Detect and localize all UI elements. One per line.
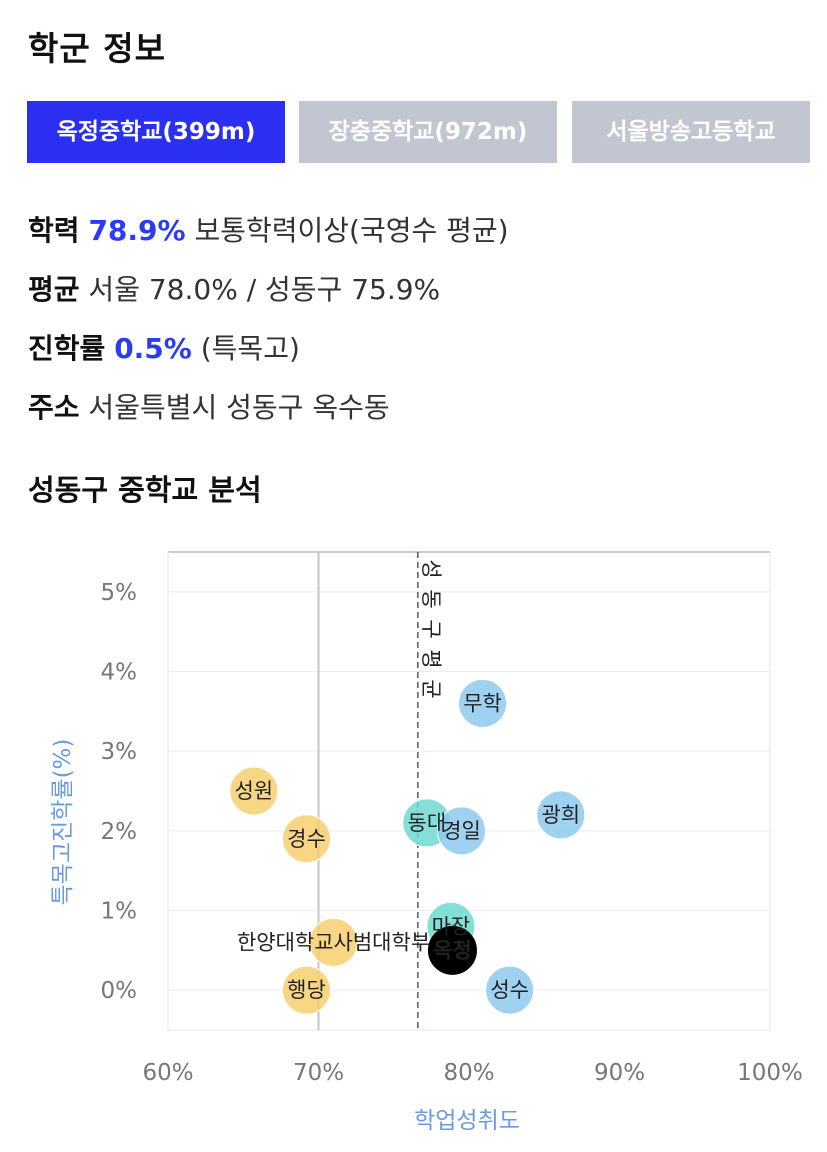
point-label: 광희: [541, 803, 580, 827]
district-average-label: 동: [419, 589, 443, 608]
point-label: 경일: [442, 819, 481, 843]
tab-okjeong-middle[interactable]: 옥정중학교(399m): [27, 101, 285, 163]
tab-jangchung-middle[interactable]: 장충중학교(972m): [299, 101, 557, 163]
x-tick-label: 80%: [443, 1060, 494, 1086]
info-address: 주소 서울특별시 성동구 옥수동: [28, 386, 390, 426]
point-bubble: [485, 965, 535, 1015]
point-bubble: [458, 678, 508, 728]
point-label: 동대: [408, 811, 447, 835]
y-axis-title: 특목고진학률(%): [50, 739, 76, 906]
point-label: 옥정: [433, 938, 472, 962]
x-tick-label: 100%: [737, 1060, 803, 1086]
academic-desc: 보통학력이상(국영수 평균): [185, 214, 509, 247]
point-bubble: [281, 814, 331, 864]
info-academic: 학력 78.9% 보통학력이상(국영수 평균): [28, 209, 509, 249]
district-average-label: 구: [419, 619, 443, 638]
info-average: 평균 서울 78.0% / 성동구 75.9%: [28, 268, 440, 308]
point-label: 성원: [234, 779, 273, 803]
point-bubble: [436, 806, 486, 856]
point-label: 마장: [432, 914, 471, 938]
axis-ticks: 0% 1% 2% 3% 4% 5% 60% 70% 80% 90% 100%: [101, 580, 803, 1086]
point-label: 행당: [287, 978, 326, 1002]
point-bubble: [309, 917, 359, 967]
point-label: 무학: [463, 691, 502, 715]
academic-label: 학력: [28, 214, 80, 247]
x-axis-title: 학업성취도: [414, 1108, 520, 1134]
point-bubble: [281, 965, 331, 1015]
x-tick-label: 70%: [293, 1060, 344, 1086]
point-bubble: [229, 766, 279, 816]
section-title: 성동구 중학교 분석: [28, 473, 262, 507]
district-average-label: 평: [419, 649, 443, 668]
progress-desc: (특목고): [191, 332, 300, 365]
x-tick-label: 60%: [142, 1060, 193, 1086]
district-average-label: 균: [419, 679, 443, 698]
point-bubble: [536, 790, 586, 840]
progress-label: 진학률: [28, 332, 106, 365]
point-bubble: [427, 925, 477, 975]
page-title: 학군 정보: [28, 29, 166, 68]
address-label: 주소: [28, 391, 80, 424]
tab-seoul-broadcasting-high[interactable]: 서울방송고등학교: [572, 101, 810, 163]
average-label: 평균: [28, 273, 80, 306]
y-tick-label: 5%: [101, 580, 138, 606]
point-label: 성수: [490, 978, 529, 1002]
average-text: 서울 78.0% / 성동구 75.9%: [79, 273, 441, 306]
y-tick-label: 3%: [101, 739, 138, 765]
address-text: 서울특별시 성동구 옥수동: [79, 391, 390, 424]
district-average-label: 성: [419, 559, 443, 578]
school-tabs: 옥정중학교(399m) 장충중학교(972m) 서울방송고등학교: [27, 101, 827, 163]
progress-value: 0.5%: [114, 332, 192, 365]
y-tick-label: 2%: [101, 819, 138, 845]
y-tick-label: 4%: [101, 660, 138, 686]
x-tick-label: 90%: [594, 1060, 645, 1086]
point-label: 한양대학교사범대학부: [237, 930, 430, 954]
academic-value: 78.9%: [88, 214, 186, 247]
y-tick-label: 1%: [101, 899, 138, 925]
y-tick-label: 0%: [101, 978, 138, 1004]
info-progress: 진학률 0.5% (특목고): [28, 327, 300, 367]
point-label: 경수: [287, 827, 326, 851]
